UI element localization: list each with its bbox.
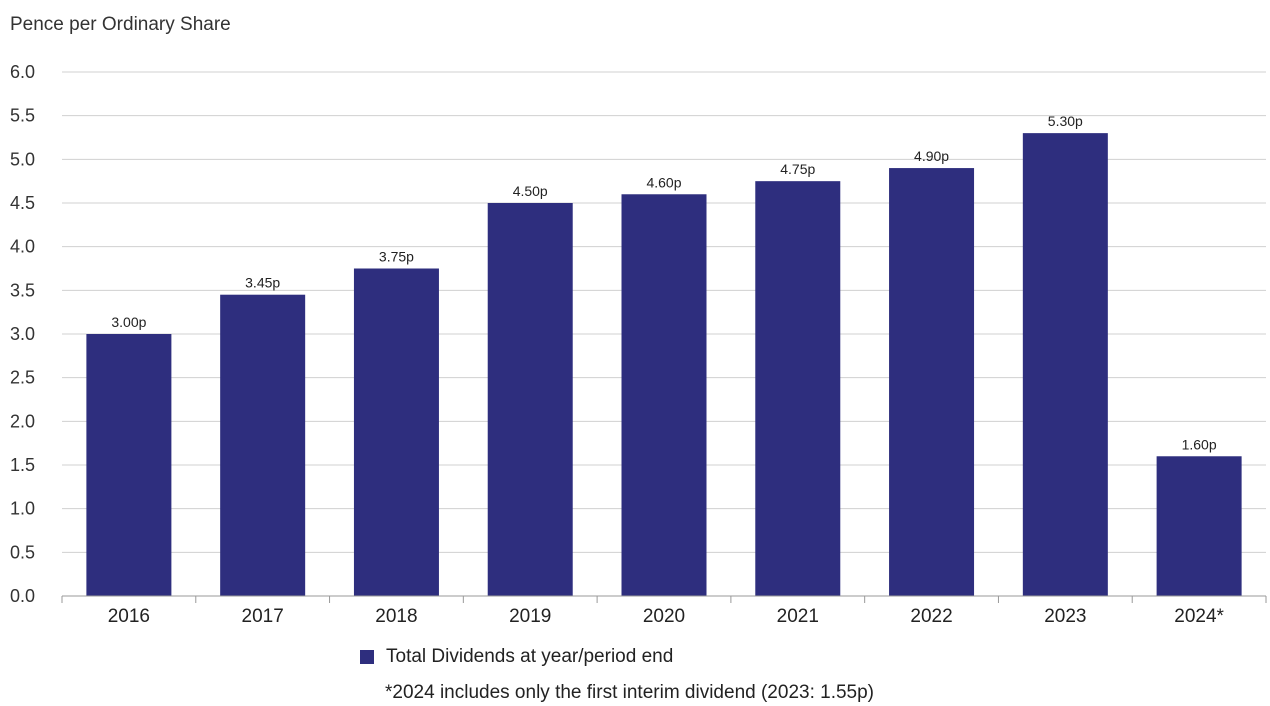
x-axis: 2016 2017 2018 2019 2020 2021 2022 2023 2024* xyxy=(61,595,1267,627)
data-label: 5.30p xyxy=(1048,113,1083,129)
x-tick-label: 2019 xyxy=(509,606,551,627)
x-tick-label: 2020 xyxy=(643,606,685,627)
bar xyxy=(621,194,707,596)
x-tick-label: 2018 xyxy=(375,606,417,627)
bar xyxy=(86,334,172,596)
x-tick-label: 2017 xyxy=(242,606,284,627)
y-tick-label: 1.0 xyxy=(10,499,35,519)
data-label: 4.50p xyxy=(513,183,548,199)
data-label: 3.00p xyxy=(111,314,146,330)
data-label: 3.75p xyxy=(379,249,414,265)
data-label: 4.60p xyxy=(646,174,681,190)
data-label: 3.45p xyxy=(245,275,280,291)
bar xyxy=(353,268,439,596)
legend-label: Total Dividends at year/period end xyxy=(386,646,674,667)
y-tick-label: 2.0 xyxy=(10,411,35,431)
y-axis-title: Pence per Ordinary Share xyxy=(10,14,231,35)
y-tick-label: 5.0 xyxy=(10,149,35,169)
bar xyxy=(1022,133,1108,596)
y-tick-label: 2.5 xyxy=(10,368,35,388)
legend-swatch xyxy=(360,650,374,664)
bar xyxy=(889,168,975,597)
x-tick-label: 2022 xyxy=(910,606,952,627)
bar xyxy=(487,203,573,596)
footnote: *2024 includes only the first interim di… xyxy=(385,682,875,703)
data-label: 1.60p xyxy=(1182,436,1217,452)
x-tick-label: 2023 xyxy=(1044,606,1086,627)
data-label: 4.75p xyxy=(780,161,815,177)
data-labels: 3.00p 3.45p 3.75p 4.50p 4.60p 4.75p 4.90p 5.30p… xyxy=(111,113,1216,452)
bar-series xyxy=(86,133,1242,597)
data-label: 4.90p xyxy=(914,148,949,164)
dividend-bar-chart: Pence per Ordinary Share 0.0 0.5 1.0 1.5 2.0… xyxy=(10,14,1267,627)
x-tick-label: 2021 xyxy=(777,606,819,627)
y-tick-label: 0.5 xyxy=(10,542,35,562)
x-tick-label: 2016 xyxy=(108,606,150,627)
y-tick-label: 4.5 xyxy=(10,193,35,213)
y-tick-label: 6.0 xyxy=(10,62,35,82)
x-tick-label: 2024* xyxy=(1174,606,1224,627)
y-axis-ticks: 0.0 0.5 1.0 1.5 2.0 2.5 3.0 3.5 4.0 4.5 5.0 5.5 6.0 xyxy=(10,62,35,606)
bar xyxy=(755,181,841,596)
bar xyxy=(220,294,306,596)
y-tick-label: 4.0 xyxy=(10,237,35,257)
y-tick-label: 3.5 xyxy=(10,280,35,300)
y-tick-label: 3.0 xyxy=(10,324,35,344)
legend: Total Dividends at year/period end xyxy=(360,646,673,668)
y-tick-label: 1.5 xyxy=(10,455,35,475)
y-tick-label: 0.0 xyxy=(10,586,35,606)
y-tick-label: 5.5 xyxy=(10,106,35,126)
bar xyxy=(1156,456,1242,596)
